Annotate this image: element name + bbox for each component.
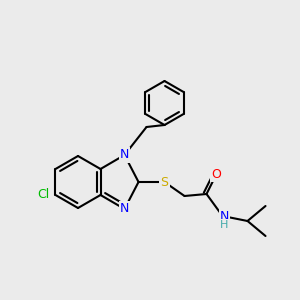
Text: Cl: Cl bbox=[38, 188, 50, 202]
Text: N: N bbox=[120, 148, 129, 161]
Text: H: H bbox=[220, 220, 229, 230]
Text: O: O bbox=[212, 167, 221, 181]
Text: S: S bbox=[160, 176, 169, 188]
Text: N: N bbox=[120, 202, 129, 215]
Text: N: N bbox=[220, 209, 229, 223]
